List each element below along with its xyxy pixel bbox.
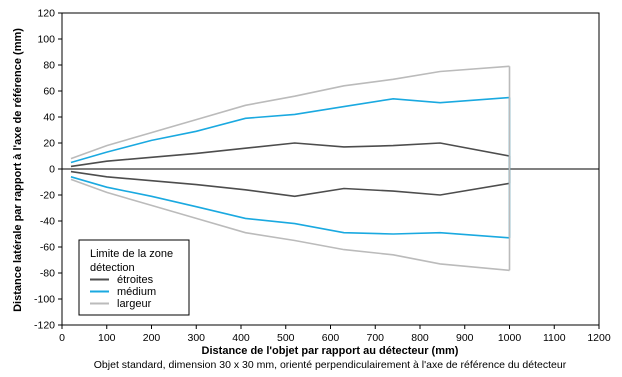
series-layer [70,65,511,272]
x-tick-label: 600 [322,332,340,344]
x-tick-label: 1200 [587,332,611,344]
series-lower-line [70,176,510,239]
y-axis-ticks: 120 100 80 60 40 20 0 -20 -40 -60 -80 -100 -120 [34,8,62,332]
y-tick-label: 40 [43,112,55,124]
legend-title-line2: détection [90,262,135,274]
y-tick-label: -100 [34,294,55,306]
x-tick-label: 400 [232,332,250,344]
y-tick-label: 120 [37,8,55,20]
y-tick-label: -80 [40,268,55,280]
x-tick-label: 1100 [543,332,566,344]
y-tick-label: -40 [40,216,55,228]
x-tick-label: 300 [187,332,205,344]
x-tick-label: 100 [98,332,116,344]
x-tick-label: 1000 [498,332,522,344]
y-tick-label: 80 [43,60,55,72]
x-tick-label: 500 [277,332,295,344]
series-lower-line [70,178,510,272]
series-lower-line [70,170,510,198]
series-upper-line [70,96,510,164]
x-tick-label: 800 [411,332,429,344]
legend: Limite de la zone détection étroitesmédi… [78,239,190,316]
legend-title-line1: Limite de la zone [90,248,173,260]
series-upper-line [70,142,510,168]
x-tick-label: 900 [456,332,474,344]
y-tick-label: -60 [40,242,55,254]
legend-label: étroites [117,274,154,286]
plot-frame [61,12,600,326]
y-tick-label: 20 [43,138,55,150]
x-axis-title: Distance de l'objet par rapport au détec… [202,345,459,357]
legend-label: largeur [117,298,152,310]
series-upper-line [70,65,510,160]
y-tick-label: -20 [40,190,55,202]
x-tick-label: 700 [366,332,384,344]
y-tick-label: 0 [49,164,55,176]
y-tick-label: 60 [43,86,55,98]
legend-label: médium [117,286,156,298]
y-axis-title: Distance latérale par rapport à l'axe de… [12,28,24,312]
y-tick-label: -120 [34,320,55,332]
x-axis-ticks: 0 100 200 300 400 500 600 700 800 900 1000 1100 1200 [59,325,611,344]
chart-caption: Objet standard, dimension 30 x 30 mm, or… [94,359,567,371]
x-tick-label: 200 [143,332,161,344]
x-tick-label: 0 [59,332,65,344]
y-tick-label: 100 [37,34,55,46]
